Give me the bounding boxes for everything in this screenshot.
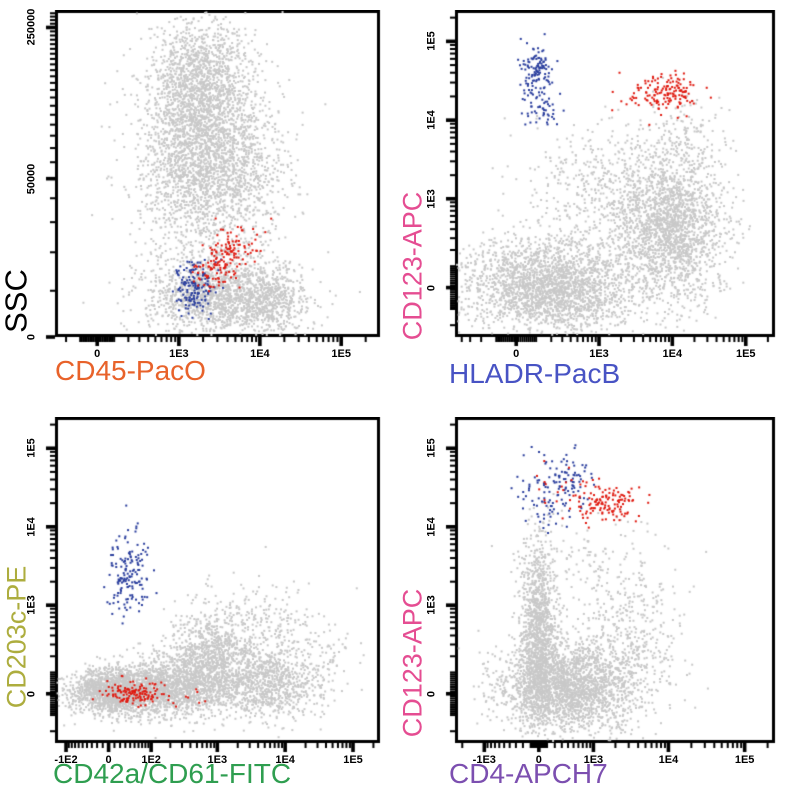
y-tick-label: 0 (425, 284, 438, 291)
y-tick-label: 1E5 (425, 31, 438, 52)
y-tick-label: 0 (25, 690, 38, 697)
x-axis-title-cd42a-cd61-fitc: CD42a/CD61-FITC (53, 758, 292, 789)
x-tick-label: 1E5 (735, 348, 756, 360)
x-axis-title-cd4-apch7: CD4-APCH7 (449, 758, 608, 789)
x-tick-label: -1E2 (54, 754, 78, 766)
scatter-plot-cd123-vs-cd4 (437, 417, 783, 761)
y-tick-label: 0 (25, 333, 38, 341)
y-tick-label: 50000 (25, 163, 38, 194)
y-axis-title-cd123-apc-top: CD123-APC (397, 191, 428, 341)
x-tick-label: 1E4 (662, 348, 683, 360)
y-tick-label: 1E4 (425, 110, 438, 130)
y-tick-label: 1E4 (425, 517, 438, 537)
x-tick-label: 0 (105, 754, 112, 766)
x-tick-label: 1E3 (169, 348, 189, 360)
x-tick-label: 1E5 (343, 754, 363, 766)
y-tick-label: 1E3 (25, 595, 38, 615)
x-axis-title-cd45-paco: CD45-PacO (55, 355, 206, 386)
x-tick-label: 0 (513, 348, 520, 360)
x-tick-label: 1E5 (734, 754, 755, 766)
y-axis-title-ssc: SSC (0, 269, 34, 333)
x-tick-label: 1E3 (207, 754, 228, 766)
x-tick-label: 1E4 (250, 348, 270, 360)
scatter-plot-ssc-vs-cd45 (37, 10, 388, 355)
x-tick-label: 1E3 (589, 348, 609, 360)
y-tick-label: 0 (425, 690, 438, 697)
scatter-plot-cd203c-vs-cd42a (37, 417, 388, 761)
x-tick-label: -1E3 (472, 754, 496, 766)
scatter-plot-cd123-vs-hladr (437, 10, 783, 355)
x-axis-title-hladr-pacb: HLADR-PacB (449, 358, 621, 389)
x-tick-label: 1E5 (331, 348, 351, 360)
y-axis-title-cd123-apc-bottom: CD123-APC (397, 588, 428, 738)
y-tick-label: 1E3 (425, 188, 438, 209)
x-tick-label: 0 (94, 348, 101, 360)
y-tick-label: 1E5 (25, 438, 38, 459)
x-tick-label: 1E4 (275, 754, 295, 766)
y-tick-label: 250000 (25, 9, 38, 46)
x-tick-label: 1E3 (583, 754, 604, 766)
x-tick-label: 1E2 (141, 754, 161, 766)
x-tick-label: 1E4 (658, 754, 679, 766)
y-tick-label: 1E5 (425, 438, 438, 459)
x-tick-label: 0 (535, 754, 542, 766)
y-tick-label: 1E4 (25, 517, 38, 537)
y-axis-title-cd203c-pe: CD203c-PE (1, 565, 32, 709)
y-tick-label: 1E3 (425, 595, 438, 615)
